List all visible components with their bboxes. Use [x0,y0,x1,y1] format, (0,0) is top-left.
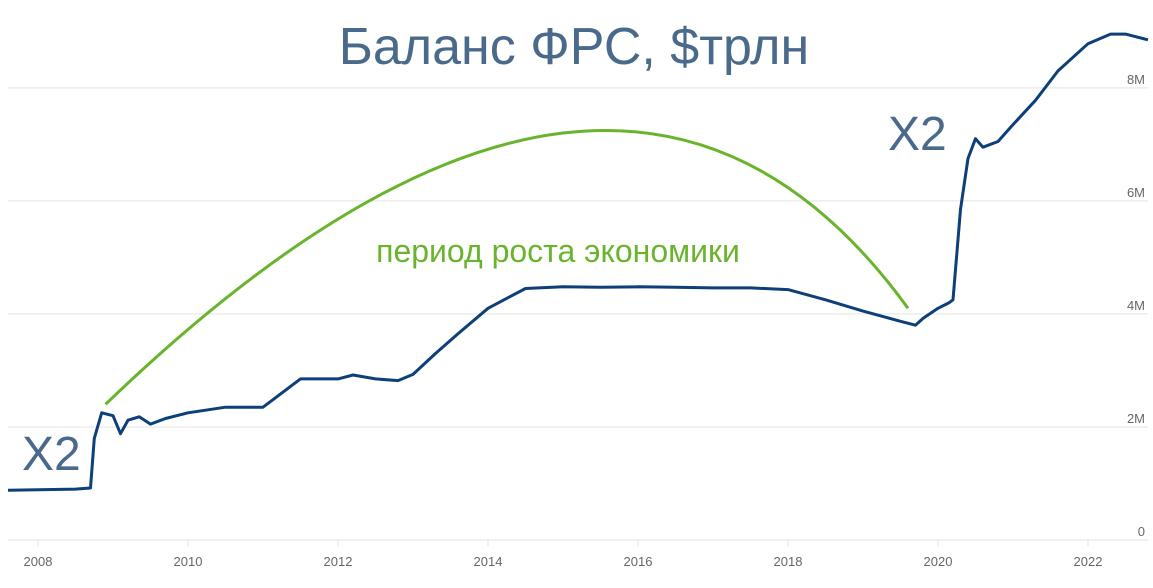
grid-layer [8,87,1148,541]
y-tick-label: 6M [1127,185,1145,200]
chart-title: Баланс ФРС, $трлн [339,18,810,76]
growth-period-arc [104,129,910,406]
series-layer [7,32,1149,492]
x-tick-label: 2018 [774,554,803,569]
x-tick-label: 2012 [324,554,353,569]
x-axis-ticks: 2008 2010 2012 2014 2016 2018 2020 2022 [24,540,1103,569]
x-tick-label: 2020 [924,554,953,569]
y-tick-label: 4M [1127,298,1145,313]
y-axis-ticks: 0 2M 4M 6M 8M [1127,72,1145,539]
x-tick-label: 2014 [474,554,503,569]
x-tick-label: 2016 [624,554,653,569]
arc-layer [104,129,910,406]
y-tick-label: 2M [1127,411,1145,426]
y-tick-label: 8M [1127,72,1145,87]
x-tick-label: 2010 [174,554,203,569]
annotation-x2-right: X2 [888,108,947,161]
series-line [7,32,1149,492]
x-tick-label: 2008 [24,554,53,569]
x-tick-label: 2022 [1074,554,1103,569]
annotation-x2-left: X2 [22,428,81,481]
annotation-growth-period: период роста экономики [376,233,740,269]
y-tick-label: 0 [1138,524,1145,539]
